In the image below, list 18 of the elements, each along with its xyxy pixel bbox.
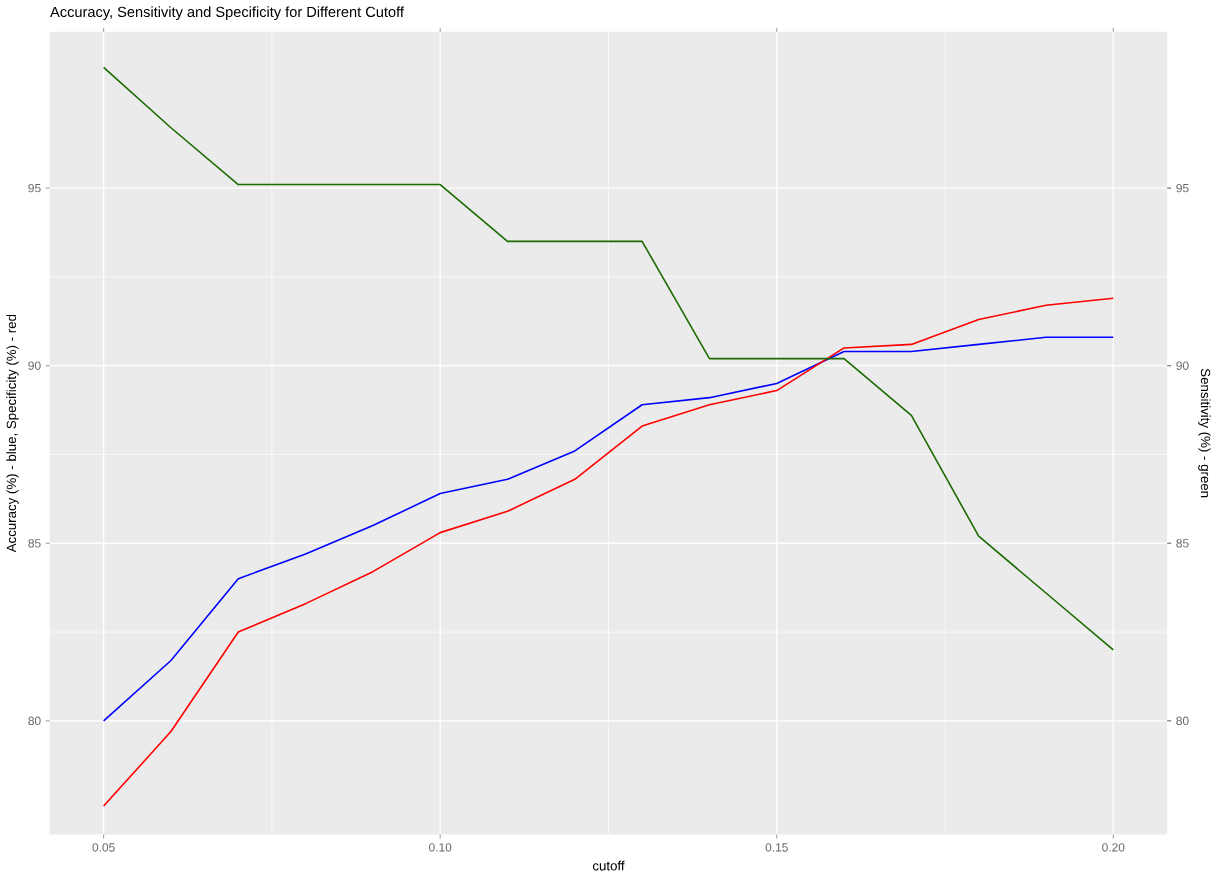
y2-tick-label: 80 (1176, 716, 1189, 725)
chart-title: Accuracy, Sensitivity and Specificity for Different Cutoff (50, 6, 404, 20)
line-series (102, 297, 1115, 807)
y2-axis-title: Sensitivity (%) - green (1198, 368, 1211, 498)
y-tick-label: 95 (28, 183, 41, 193)
x-tick-label: 0.05 (92, 843, 115, 852)
x-tick-label: 0.15 (765, 843, 788, 852)
x-axis-title: cutoff (592, 860, 625, 871)
line-series (102, 336, 1115, 722)
y-tick-label: 85 (28, 538, 41, 548)
y2-tick-label: 95 (1176, 183, 1189, 193)
y2-tick-label: 90 (1176, 361, 1189, 370)
x-tick-label: 0.20 (1102, 843, 1125, 852)
y-axis-title: Accuracy (%) - blue, Specificity (%) - red (6, 314, 19, 553)
y2-tick-label: 85 (1176, 538, 1189, 548)
y-tick-label: 90 (28, 361, 41, 370)
y-tick-label: 80 (28, 716, 41, 725)
x-tick-label: 0.10 (429, 843, 452, 852)
